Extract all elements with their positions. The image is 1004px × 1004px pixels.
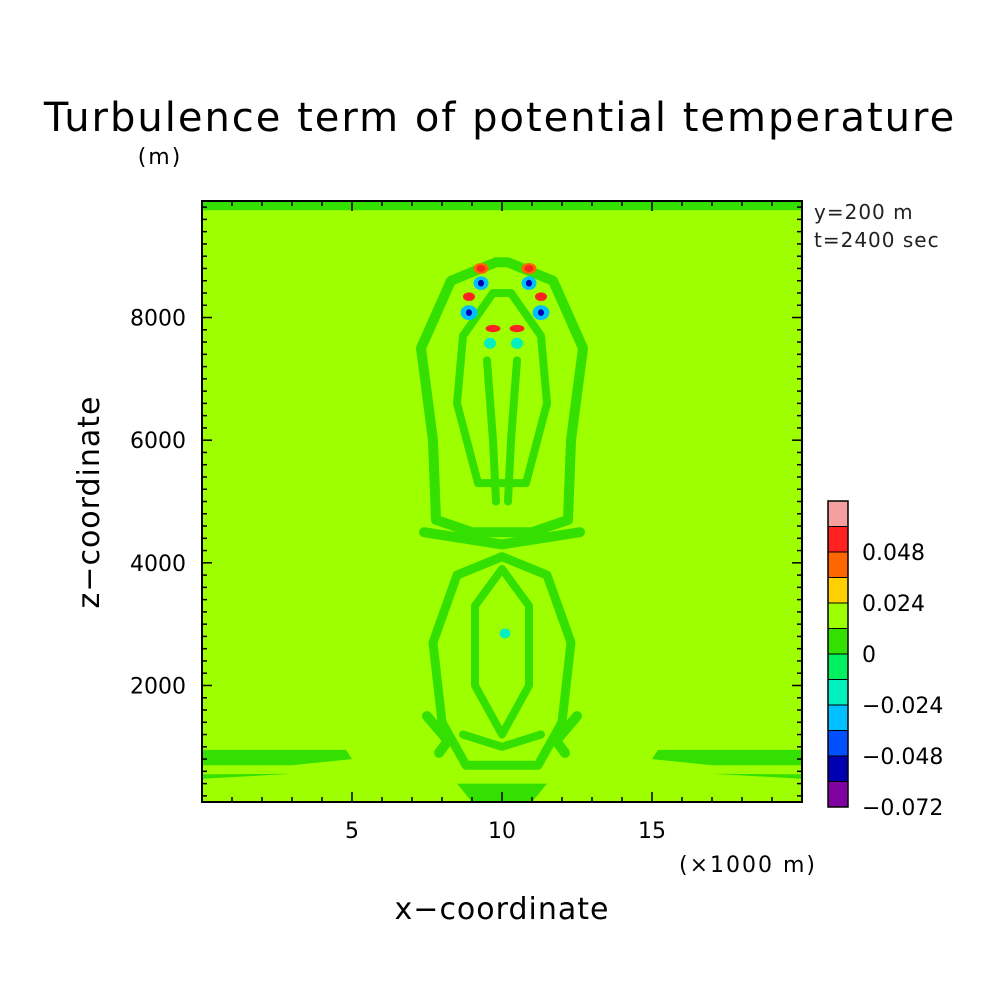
x-unit-label: (×1000 m) [679,853,817,878]
colorbar-swatch [828,628,848,654]
colorbar-swatch [828,577,848,603]
contour-cell [499,628,511,639]
x-tick-label: 10 [488,819,516,844]
colorbar-swatch [828,679,848,705]
y-axis-label: z−coordinate [72,396,107,609]
contour-cell [526,279,532,287]
contour-band [453,289,551,488]
colorbar-label: 0 [862,643,876,668]
info-y-location: y=200 m [814,200,914,224]
colorbar-swatch [828,501,848,527]
plot-background [202,201,802,802]
contour-band [419,527,585,550]
contour-band [459,730,545,751]
colorbar-label: 0.048 [862,541,925,566]
contour-region [202,749,352,766]
contour-cell [466,309,472,316]
contour-cell [509,324,525,333]
contour-band [428,552,576,770]
contour-cell [476,265,486,272]
x-tick-label: 15 [638,819,666,844]
colorbar-swatch [828,526,848,552]
colorbar-label: −0.072 [862,796,943,821]
colorbar: 0.048 0.024 0 −0.024 −0.048 −0.072 [827,500,943,821]
y-tick-label: 6000 [130,429,186,454]
colorbar-label: −0.048 [862,745,943,770]
plot-frame [201,200,803,803]
contour-cell [463,292,475,301]
contour-band [551,711,582,758]
contour-region [652,749,802,766]
colorbar-swatch [828,730,848,756]
contour-cell [524,265,534,272]
y-unit-label: (m) [138,145,183,170]
contour-cell [538,309,544,316]
y-tick-label: 8000 [130,307,186,332]
contour-cell [511,337,523,349]
contour-cell [485,324,501,333]
contour-band [504,356,521,506]
info-time: t=2400 sec [814,228,940,252]
x-tick-label: 5 [345,819,359,844]
colorbar-label: 0.024 [862,592,925,617]
colorbar-swatch [828,654,848,680]
contour-band [483,356,500,506]
colorbar-swatch [828,552,848,578]
contour-band [471,565,533,739]
colorbar-swatch [828,756,848,782]
chart-title: Turbulence term of potential temperature [43,95,956,141]
contour-region [712,773,802,779]
contour-cell [535,292,547,301]
contour-cell [478,279,484,287]
colorbar-label: −0.024 [862,694,943,719]
colorbar-swatch [828,781,848,807]
contour-cell [484,337,496,349]
colorbar-swatch [828,603,848,629]
contour-band [416,257,588,538]
y-tick-label: 4000 [130,552,186,577]
colorbar-swatch [828,705,848,731]
contour-region [202,773,292,779]
x-axis-label: x−coordinate [395,892,610,927]
plot-area [202,201,802,802]
contour-band [422,711,453,758]
y-tick-label: 2000 [130,674,186,699]
